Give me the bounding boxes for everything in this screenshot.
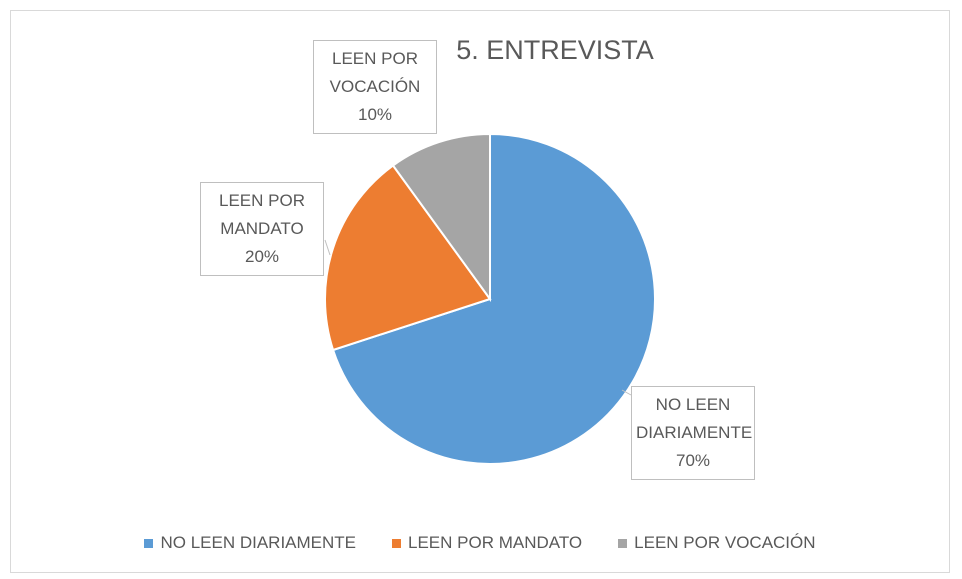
- data-label: LEEN POR VOCACIÓN 10%: [313, 40, 437, 134]
- legend-label: LEEN POR VOCACIÓN: [634, 533, 816, 552]
- legend-swatch: [618, 538, 628, 548]
- chart-title: 5. ENTREVISTA: [456, 35, 654, 65]
- data-label-category: NO LEEN DIARIAMENTE: [636, 395, 753, 442]
- pie-slice: [331, 132, 656, 465]
- data-label-category: LEEN POR VOCACIÓN: [329, 49, 421, 96]
- chart-frame: [10, 10, 950, 573]
- pie-slice: [391, 132, 491, 303]
- leader-line: [621, 389, 632, 396]
- legend: NO LEEN DIARIAMENTE LEEN POR MANDATO LEEN …: [10, 533, 950, 553]
- pie: [324, 132, 656, 465]
- legend-item: LEEN POR VOCACIÓN: [618, 533, 816, 553]
- data-label-category: LEEN POR MANDATO: [219, 191, 305, 238]
- legend-label: LEEN POR MANDATO: [408, 533, 583, 552]
- pie-slice: [324, 164, 492, 352]
- data-label-value: 20%: [244, 247, 280, 266]
- legend-swatch: [144, 538, 154, 548]
- legend-item: LEEN POR MANDATO: [392, 533, 582, 553]
- legend-label: NO LEEN DIARIAMENTE: [160, 533, 357, 552]
- leader-line: [324, 239, 331, 256]
- data-label-value: 10%: [357, 105, 393, 124]
- legend-swatch: [392, 538, 402, 548]
- legend-item: NO LEEN DIARIAMENTE: [144, 533, 356, 553]
- data-label: NO LEEN DIARIAMENTE 70%: [631, 386, 755, 480]
- data-label: LEEN POR MANDATO 20%: [200, 182, 324, 276]
- data-label-value: 70%: [675, 451, 711, 470]
